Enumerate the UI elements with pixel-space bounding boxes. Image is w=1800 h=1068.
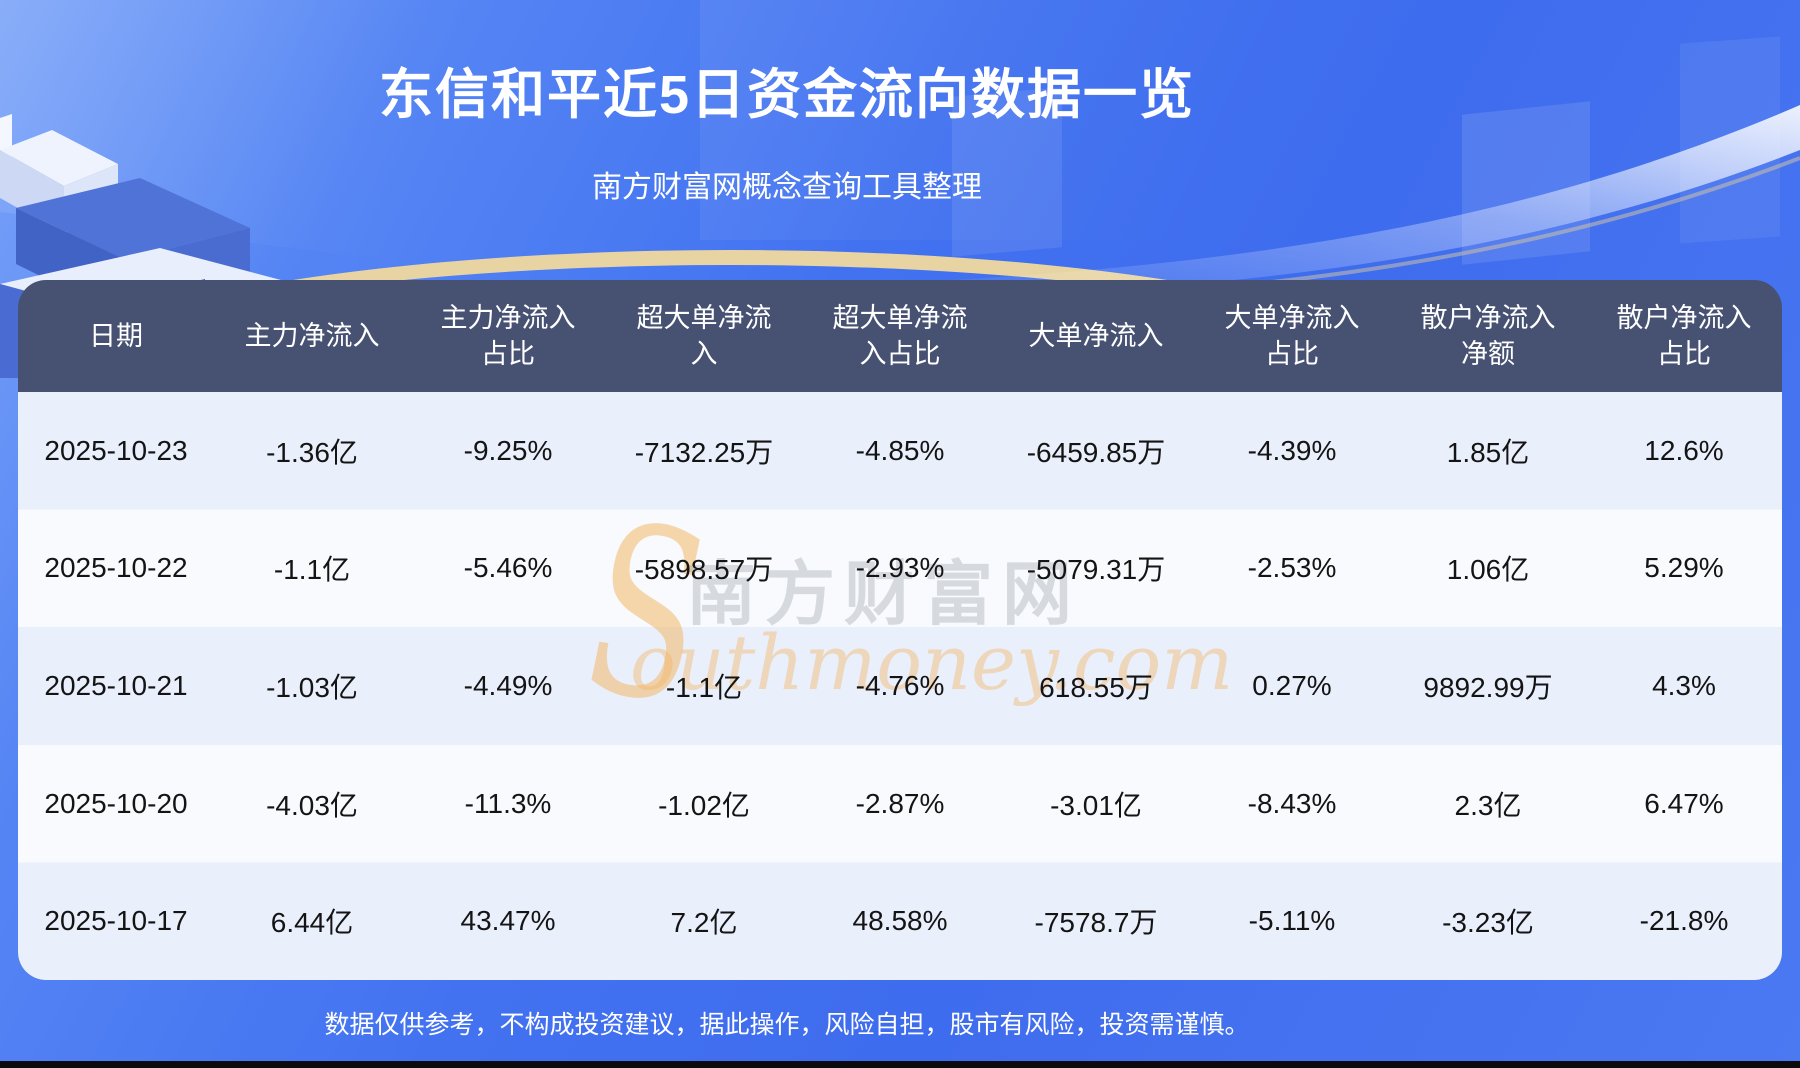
table-row: 2025-10-20 -4.03亿 -11.3% -1.02亿 -2.87% -3.01亿…	[18, 745, 1782, 863]
value-cell: -7578.7万	[1034, 907, 1158, 939]
column-header: 散户净流入净额	[1420, 302, 1556, 369]
column-header: 超大单净流入占比	[832, 302, 968, 369]
bottom-bar	[0, 1061, 1800, 1068]
value-cell: -5.11%	[1248, 905, 1336, 937]
fund-flow-table-card: S 南方财富网 outhmoney.com 日期 主力净流入 主力净流入占比 超大单净…	[18, 280, 1782, 980]
value-cell: -8.43%	[1247, 787, 1337, 819]
date-cell: 2025-10-20	[44, 787, 188, 819]
value-cell: -11.3%	[464, 787, 552, 819]
value-cell: 43.47%	[460, 905, 556, 937]
date-cell: 2025-10-23	[44, 434, 188, 466]
value-cell: -2.93%	[855, 552, 945, 584]
value-cell: 6.44亿	[270, 907, 354, 939]
value-cell: -7132.25万	[634, 436, 774, 468]
value-cell: 9892.99万	[1423, 671, 1553, 703]
white-swoosh-decoration	[880, 105, 1800, 308]
value-cell: -1.02亿	[658, 789, 750, 821]
light-streak-decoration	[700, 0, 1600, 240]
value-cell: -4.03亿	[266, 789, 358, 821]
value-cell: -4.49%	[463, 669, 553, 701]
page-subtitle: 南方财富网概念查询工具整理	[592, 171, 982, 204]
fund-flow-table: 日期 主力净流入 主力净流入占比 超大单净流入 超大单净流入占比 大单净流入 大单净流入占比…	[18, 280, 1782, 980]
column-header: 日期	[89, 320, 143, 351]
value-cell: -4.39%	[1247, 434, 1337, 466]
value-cell: 5.29%	[1644, 552, 1724, 584]
table-row: 2025-10-23 -1.36亿 -9.25% -7132.25万 -4.85% -64…	[18, 392, 1782, 510]
value-cell: 12.6%	[1644, 434, 1724, 466]
value-cell: -4.76%	[855, 669, 945, 701]
column-header: 主力净流入	[244, 320, 380, 351]
table-row: 2025-10-22 -1.1亿 -5.46% -5898.57万 -2.93% -507…	[18, 510, 1782, 628]
value-cell: 0.27%	[1252, 669, 1332, 701]
value-cell: -21.8%	[1639, 905, 1729, 937]
value-cell: -2.53%	[1247, 552, 1337, 584]
value-cell: -3.23亿	[1442, 907, 1534, 939]
date-cell: 2025-10-22	[44, 552, 188, 584]
column-header: 主力净流入占比	[440, 302, 576, 369]
value-cell: -9.25%	[463, 434, 553, 466]
value-cell: 4.3%	[1652, 669, 1716, 701]
date-cell: 2025-10-21	[44, 669, 188, 701]
page-title: 东信和平近5日资金流向数据一览	[378, 65, 1196, 125]
column-header: 散户净流入占比	[1616, 302, 1752, 369]
value-cell: -5898.57万	[634, 554, 774, 586]
value-cell: -4.85%	[855, 434, 945, 466]
value-cell: -2.87%	[855, 787, 945, 819]
value-cell: 1.85亿	[1446, 436, 1530, 468]
value-cell: 48.58%	[852, 905, 948, 937]
value-cell: -3.01亿	[1050, 789, 1142, 821]
table-header-row: 日期 主力净流入 主力净流入占比 超大单净流入 超大单净流入占比 大单净流入 大单净流入占比…	[18, 280, 1782, 392]
value-cell: 1.06亿	[1446, 554, 1530, 586]
value-cell: -1.36亿	[266, 436, 358, 468]
table-zebra-background	[18, 392, 1782, 980]
value-cell: -6459.85万	[1026, 436, 1166, 468]
table-body: 2025-10-23 -1.36亿 -9.25% -7132.25万 -4.85% -64…	[18, 392, 1782, 980]
disclaimer-text: 数据仅供参考，不构成投资建议，据此操作，风险自担，股市有风险，投资需谨慎。	[324, 1011, 1250, 1039]
value-cell: 6.47%	[1644, 787, 1724, 819]
date-cell: 2025-10-17	[44, 905, 188, 937]
table-row: 2025-10-21 -1.03亿 -4.49% -1.1亿 -4.76% 618.55万…	[18, 627, 1782, 745]
value-cell: 618.55万	[1039, 671, 1153, 703]
value-cell: -1.03亿	[266, 671, 358, 703]
column-header: 超大单净流入	[636, 302, 772, 369]
value-cell: -1.1亿	[273, 554, 351, 586]
value-cell: 7.2亿	[670, 907, 738, 939]
column-header: 大单净流入	[1028, 320, 1164, 351]
value-cell: 2.3亿	[1454, 789, 1522, 821]
value-cell: -1.1亿	[665, 671, 743, 703]
table-row: 2025-10-17 6.44亿 43.47% 7.2亿 48.58% -7578.7万 -…	[18, 862, 1782, 980]
value-cell: -5.46%	[463, 552, 553, 584]
column-header: 大单净流入占比	[1224, 302, 1360, 369]
value-cell: -5079.31万	[1026, 554, 1166, 586]
